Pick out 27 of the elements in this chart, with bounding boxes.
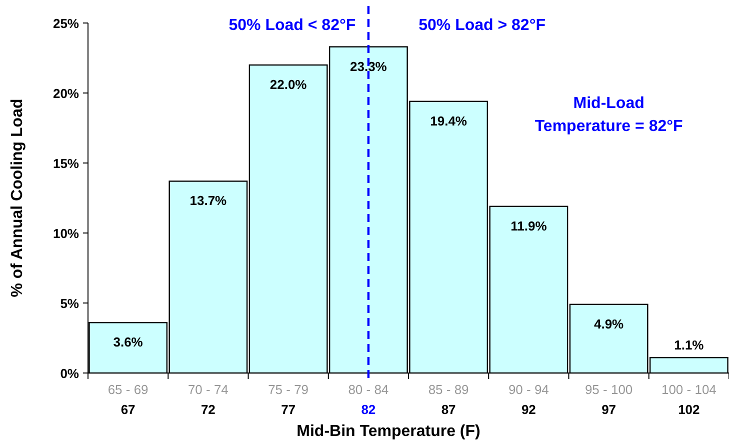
data-label: 22.0% [270, 77, 308, 92]
data-label: 4.9% [594, 316, 624, 332]
x-tick-label: 65 - 69 67 [108, 382, 148, 417]
data-label: 1.1% [674, 338, 704, 353]
x-tick-label: 80 - 84 82 [348, 382, 389, 417]
x-tick-label: 70 - 74 72 [188, 382, 228, 417]
data-label: 3.6% [113, 334, 144, 350]
annotation: Mid-Load Temperature = 82°F [534, 95, 684, 135]
x-tick-label: 85 - 89 87 [428, 382, 469, 417]
data-label: 23.3% [350, 58, 388, 74]
data-label: 13.7% [190, 193, 228, 208]
x-tick-label: 100 - 104 102 [661, 382, 716, 417]
y-tick-label: 15% [52, 156, 80, 171]
x-tick-label: 90 - 94 92 [508, 382, 549, 417]
y-axis-title: % of Annual Cooling Load [9, 98, 26, 298]
x-tick-label: 95 - 100 97 [584, 382, 633, 417]
data-label: 19.4% [430, 113, 468, 128]
annotation: 50% Load > 82°F [418, 17, 546, 34]
annotation: 50% Load < 82°F [228, 17, 356, 34]
data-label: 11.9% [510, 218, 548, 234]
y-tick-label: 25% [52, 16, 80, 31]
y-tick-label: 10% [52, 226, 80, 241]
y-tick-label: 20% [52, 86, 80, 101]
x-axis-title: Mid-Bin Temperature (F) [296, 423, 480, 440]
y-tick-label: 0% [60, 366, 80, 381]
y-tick-label: 5% [60, 296, 80, 311]
x-tick-label: 75 - 79 77 [268, 382, 309, 417]
